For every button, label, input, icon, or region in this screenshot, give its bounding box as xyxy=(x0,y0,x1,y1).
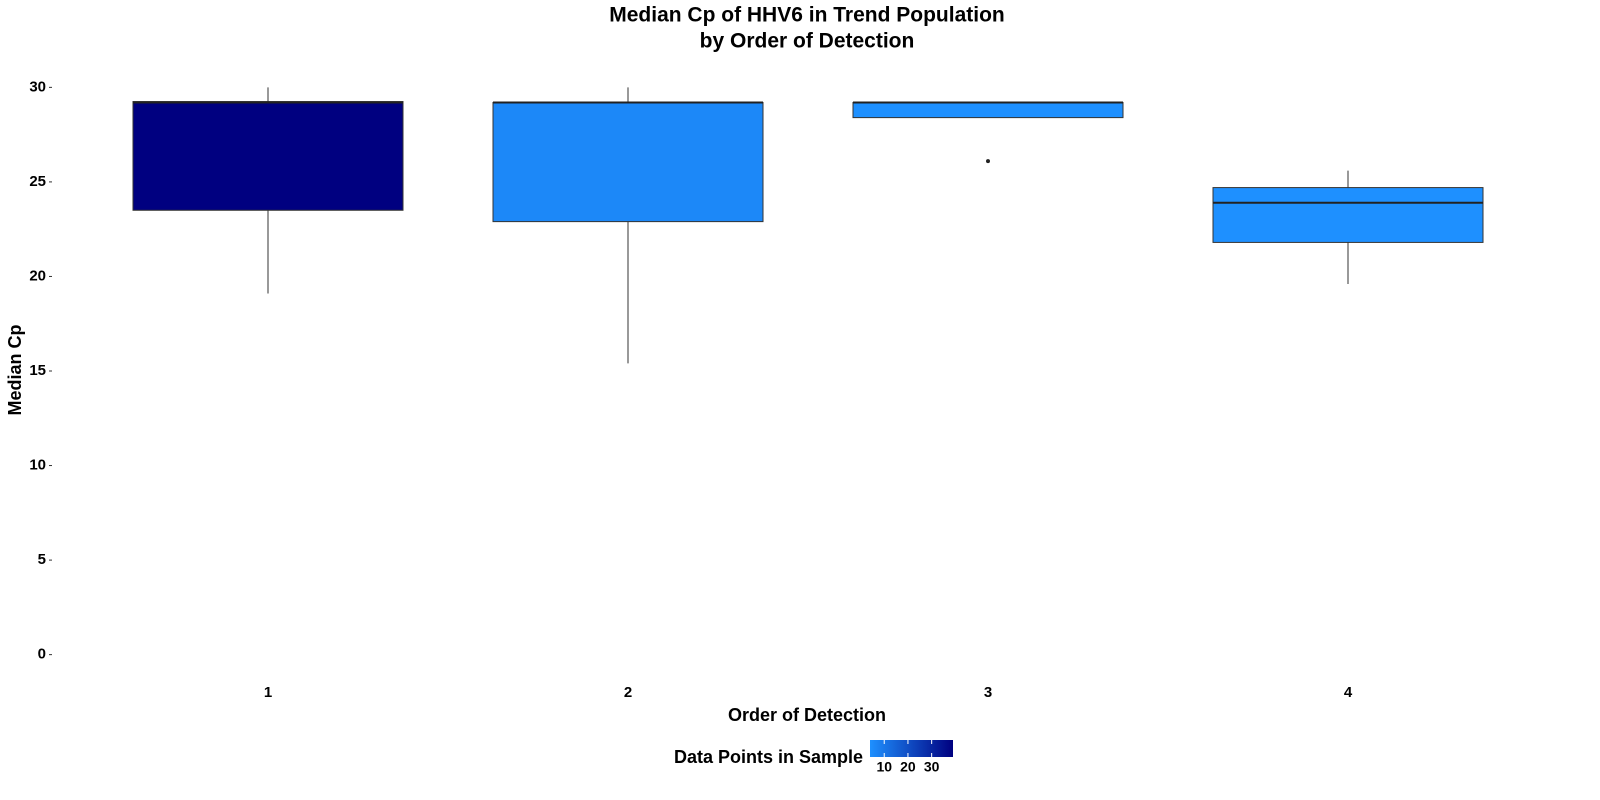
x-axis-label: Order of Detection xyxy=(728,705,886,725)
x-tick-label: 3 xyxy=(984,684,992,701)
chart-title: by Order of Detection xyxy=(700,30,915,53)
outlier xyxy=(986,159,990,164)
y-tick-label: 15 xyxy=(29,362,46,379)
box xyxy=(1212,187,1484,243)
colorbar xyxy=(870,740,953,757)
x-tick-label: 2 xyxy=(624,684,632,701)
y-tick-label: 30 xyxy=(29,78,46,95)
x-tick-label: 1 xyxy=(264,684,272,701)
y-tick-label: 25 xyxy=(29,173,46,190)
legend-title: Data Points in Sample xyxy=(674,747,863,767)
colorbar-tick-label: 30 xyxy=(924,759,940,775)
y-axis-label: Median Cp xyxy=(5,324,25,415)
y-tick-label: 0 xyxy=(38,646,46,663)
y-tick-label: 5 xyxy=(38,551,46,568)
y-tick-label: 20 xyxy=(29,267,46,284)
colorbar-tick-label: 20 xyxy=(900,759,916,775)
chart-title: Median Cp of HHV6 in Trend Population xyxy=(609,4,1005,27)
colorbar-tick-label: 10 xyxy=(876,759,892,775)
box xyxy=(492,101,764,223)
box xyxy=(852,101,1124,119)
box xyxy=(132,101,404,211)
y-tick-label: 10 xyxy=(29,457,46,474)
x-tick-label: 4 xyxy=(1344,684,1353,701)
